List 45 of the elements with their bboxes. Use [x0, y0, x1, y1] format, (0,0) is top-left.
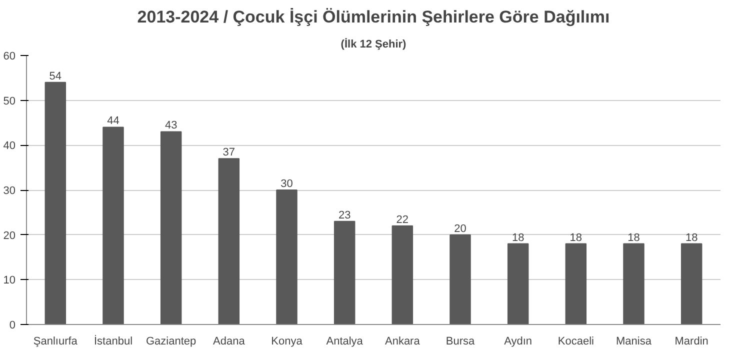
x-tick-label: Gaziantep	[146, 336, 196, 348]
chart-subtitle: (İlk 12 Şehir)	[340, 38, 407, 50]
x-tick-label: İstanbul	[94, 334, 133, 348]
data-label: 37	[222, 146, 236, 159]
x-tick-label: Şanlıurfa	[33, 336, 78, 348]
x-tick-label: Manisa	[616, 336, 652, 348]
bar	[392, 225, 414, 324]
x-tick-label: Aydın	[504, 336, 532, 348]
data-label: 18	[628, 232, 640, 244]
data-label: 18	[570, 232, 582, 244]
y-tick-label: 20	[3, 230, 16, 242]
chart-title: 2013-2024 / Çocuk İşçi Ölümlerinin Şehirlere Göre Dağılımı	[137, 8, 610, 26]
bar	[276, 190, 298, 324]
x-tick-label: Mardin	[674, 336, 708, 348]
x-tick-label: Antalya	[326, 336, 364, 348]
bar	[102, 126, 124, 324]
x-tick-label: Kocaeli	[558, 336, 594, 348]
y-tick-label: 0	[9, 320, 16, 332]
x-tick-label: Adana	[213, 336, 246, 348]
bar	[218, 158, 240, 324]
y-tick-label: 10	[3, 274, 16, 287]
data-label: 20	[454, 222, 466, 235]
x-tick-label: Ankara	[384, 336, 421, 348]
bar	[680, 243, 702, 324]
y-tick-label: 40	[3, 140, 16, 152]
data-label: 43	[164, 120, 178, 132]
y-tick-label: 30	[3, 185, 16, 197]
x-tick-label: Konya	[271, 336, 304, 348]
bar	[44, 82, 66, 324]
bar	[623, 243, 644, 324]
bar	[565, 243, 587, 324]
y-tick-label: 50	[3, 95, 16, 108]
data-label: 30	[280, 178, 293, 190]
bar	[507, 243, 529, 324]
data-label: 22	[396, 214, 409, 226]
data-label: 54	[49, 70, 62, 82]
y-tick-label: 60	[3, 50, 16, 62]
data-label: 18	[512, 232, 524, 244]
data-label: 44	[107, 115, 120, 128]
bar	[450, 234, 471, 324]
data-label: 18	[685, 232, 698, 244]
x-tick-label: Bursa	[446, 336, 476, 348]
bar	[160, 131, 182, 324]
data-label: 23	[338, 209, 351, 222]
bar	[334, 220, 356, 324]
